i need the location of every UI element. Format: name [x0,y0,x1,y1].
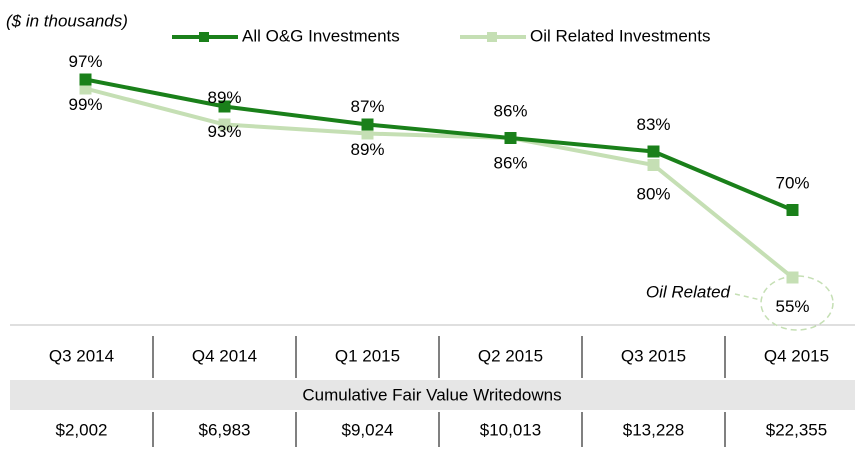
legend-label: All O&G Investments [242,26,400,45]
annotation: Oil Related [646,282,731,301]
category-label: Q2 2015 [478,346,543,365]
data-label: 87% [350,97,384,116]
legend-marker [487,32,497,42]
table-value: $2,002 [56,420,108,439]
data-label: 89% [350,140,384,159]
data-label: 70% [775,173,809,192]
data-label: 83% [636,115,670,134]
table-value: $22,355 [766,420,827,439]
highlight-circle [760,275,834,331]
data-label: 86% [493,101,527,120]
data-label: 97% [68,52,102,71]
category-label: Q4 2015 [764,346,829,365]
table-header: Cumulative Fair Value Writedowns [302,385,561,404]
point-marker [504,132,517,144]
category-label: Q4 2014 [192,346,257,365]
subtitle: ($ in thousands) [6,11,128,30]
data-label: 89% [207,88,241,107]
data-label: 80% [636,184,670,203]
table-value: $13,228 [623,420,684,439]
point-marker [786,271,799,284]
legend-label: Oil Related Investments [530,26,710,45]
annotation-leader [734,293,762,301]
data-label: 93% [207,122,241,141]
table-value: $6,983 [199,420,251,439]
point-marker [647,159,660,171]
point-marker [786,204,799,216]
series-line [84,86,794,280]
legend-marker [199,32,209,42]
category-label: Q3 2014 [49,346,114,365]
point-marker [79,73,92,86]
table-value: $9,024 [342,420,394,439]
table-header-bg [10,380,855,410]
series-line [85,77,794,212]
category-label: Q3 2015 [621,346,686,365]
point-marker [647,145,660,158]
point-marker [361,118,374,131]
point-marker [218,100,231,113]
point-marker [218,118,231,131]
data-label: 55% [775,297,809,316]
table-value: $10,013 [480,420,541,439]
data-label: 99% [68,95,102,114]
category-label: Q1 2015 [335,346,400,365]
data-label: 86% [493,153,527,172]
